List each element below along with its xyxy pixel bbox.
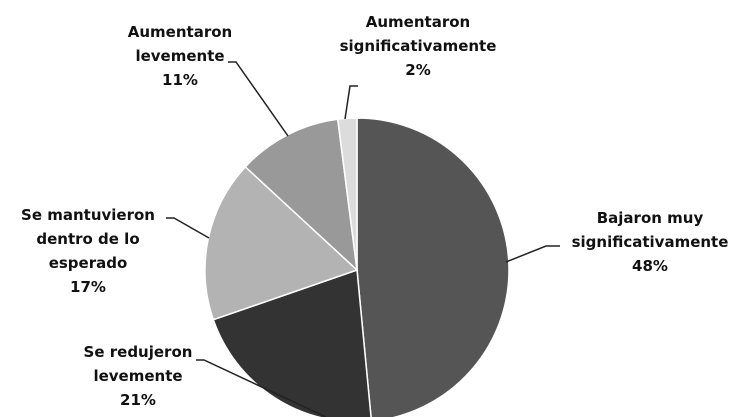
- category-label: Se mantuvieron dentro de lo esperado: [21, 206, 155, 272]
- value-label: 17%: [70, 278, 106, 296]
- slice-label: Aumentaron levemente 11%: [125, 20, 235, 92]
- slice-label: Se redujeron levemente 21%: [63, 340, 213, 412]
- slice-label: Se mantuvieron dentro de lo esperado 17%: [6, 203, 171, 299]
- category-label: Se redujeron levemente: [83, 343, 193, 385]
- category-label: Aumentaron significativamente: [339, 13, 497, 55]
- value-label: 48%: [632, 257, 668, 275]
- value-label: 2%: [405, 61, 431, 79]
- category-label: Aumentaron levemente: [127, 23, 233, 65]
- leader-line: [166, 217, 210, 239]
- leader-line: [505, 245, 560, 263]
- pie-slice: [204, 165, 359, 321]
- pie: [204, 117, 510, 417]
- pie-slice: [336, 117, 358, 271]
- category-label: Bajaron muy significativamente: [571, 209, 729, 251]
- pie-slice: [356, 117, 510, 417]
- value-label: 21%: [120, 391, 156, 409]
- slice-label: Aumentaron significativamente 2%: [308, 10, 528, 82]
- leader-lines: [166, 61, 560, 417]
- leader-line: [228, 61, 289, 137]
- slice-label: Bajaron muy significativamente 48%: [555, 206, 744, 278]
- leader-line: [344, 85, 358, 120]
- leader-line: [196, 359, 327, 417]
- value-label: 11%: [162, 71, 198, 89]
